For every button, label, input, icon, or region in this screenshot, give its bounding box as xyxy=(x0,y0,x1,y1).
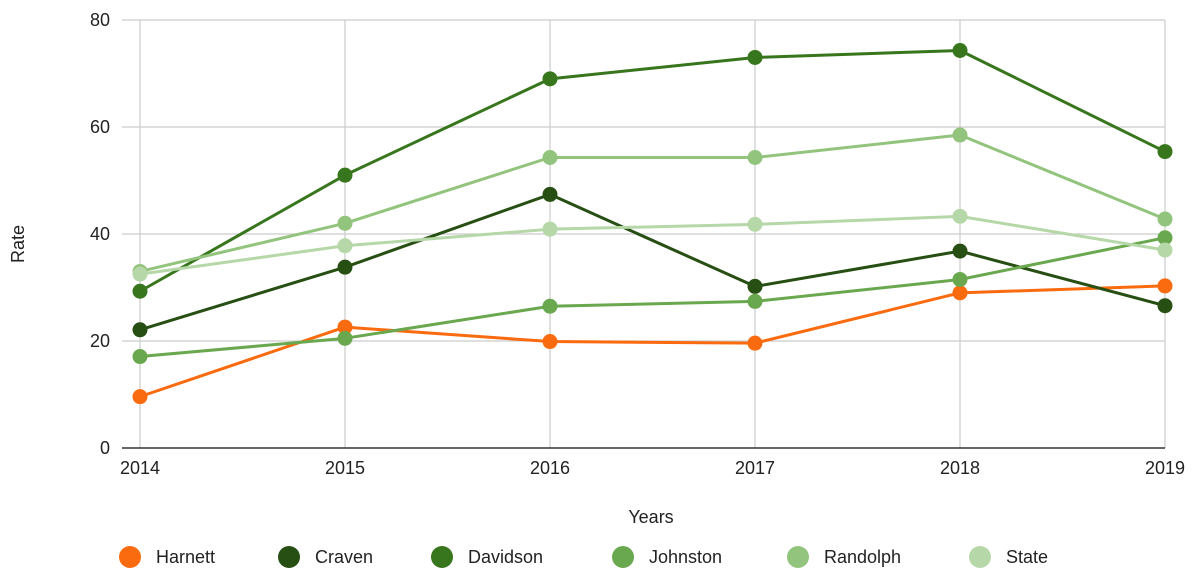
data-point-craven xyxy=(952,243,968,259)
series-line-craven xyxy=(138,192,1167,332)
data-point-randolph xyxy=(747,149,763,165)
x-tick-label: 2018 xyxy=(940,458,980,478)
y-axis-title: Rate xyxy=(8,225,28,263)
data-point-state xyxy=(952,208,968,224)
data-point-craven xyxy=(337,259,353,275)
data-point-state xyxy=(132,266,148,282)
legend-swatch xyxy=(787,546,809,568)
series-davidson xyxy=(132,42,1173,299)
data-point-johnston xyxy=(747,293,763,309)
legend-item-randolph: Randolph xyxy=(787,546,901,568)
data-point-davidson xyxy=(747,49,763,65)
legend-label: Harnett xyxy=(156,547,215,567)
legend-item-state: State xyxy=(969,546,1048,568)
legend-label: Johnston xyxy=(649,547,722,567)
series-harnett xyxy=(132,278,1173,405)
data-point-harnett xyxy=(952,285,968,301)
data-point-johnston xyxy=(1157,230,1173,246)
data-point-randolph xyxy=(952,127,968,143)
y-tick-label: 0 xyxy=(100,438,110,458)
data-point-davidson xyxy=(1157,144,1173,160)
data-point-state xyxy=(1157,242,1173,258)
y-tick-label: 60 xyxy=(90,117,110,137)
legend: Harnett Craven Davidson Johnston Randolph Sta… xyxy=(119,546,1048,568)
data-point-harnett xyxy=(1157,278,1173,294)
y-tick-label: 80 xyxy=(90,10,110,30)
data-point-randolph xyxy=(542,149,558,165)
data-point-randolph xyxy=(1157,211,1173,227)
legend-swatch xyxy=(431,546,453,568)
legend-swatch xyxy=(969,546,991,568)
data-point-davidson xyxy=(952,42,968,58)
data-point-johnston xyxy=(132,349,148,365)
legend-label: State xyxy=(1006,547,1048,567)
legend-item-johnston: Johnston xyxy=(612,546,722,568)
data-point-harnett xyxy=(132,389,148,405)
legend-item-harnett: Harnett xyxy=(119,546,215,568)
data-point-state xyxy=(747,216,763,232)
series-line-state xyxy=(138,214,1167,276)
legend-label: Randolph xyxy=(824,547,901,567)
x-tick-labels: 2014 2015 2016 2017 2018 2019 xyxy=(120,458,1185,478)
data-point-craven xyxy=(132,322,148,338)
data-point-johnston xyxy=(952,271,968,287)
data-point-state xyxy=(542,221,558,237)
legend-label: Davidson xyxy=(468,547,543,567)
grid-lines xyxy=(122,19,1166,448)
x-tick-label: 2016 xyxy=(530,458,570,478)
data-point-craven xyxy=(542,186,558,202)
y-tick-labels: 0 20 40 60 80 xyxy=(90,10,110,458)
data-point-harnett xyxy=(542,334,558,350)
x-tick-label: 2017 xyxy=(735,458,775,478)
legend-label: Craven xyxy=(315,547,373,567)
series-line-randolph xyxy=(138,133,1167,273)
x-tick-label: 2019 xyxy=(1145,458,1185,478)
data-point-harnett xyxy=(747,335,763,351)
x-tick-label: 2015 xyxy=(325,458,365,478)
data-point-craven xyxy=(747,278,763,294)
data-point-craven xyxy=(1157,298,1173,314)
data-point-johnston xyxy=(542,298,558,314)
legend-swatch xyxy=(278,546,300,568)
legend-item-craven: Craven xyxy=(278,546,373,568)
x-tick-label: 2014 xyxy=(120,458,160,478)
series-randolph xyxy=(132,127,1173,279)
data-point-johnston xyxy=(337,330,353,346)
data-point-davidson xyxy=(132,283,148,299)
data-point-harnett xyxy=(337,319,353,335)
y-tick-label: 40 xyxy=(90,224,110,244)
series-line-harnett xyxy=(138,284,1167,399)
series-group xyxy=(132,42,1173,405)
legend-swatch xyxy=(612,546,634,568)
legend-swatch xyxy=(119,546,141,568)
series-line-davidson xyxy=(138,48,1167,293)
y-tick-label: 20 xyxy=(90,331,110,351)
series-state xyxy=(132,208,1173,282)
x-axis-title: Years xyxy=(628,507,673,527)
series-craven xyxy=(132,186,1173,338)
series-line-johnston xyxy=(138,236,1167,359)
data-point-davidson xyxy=(542,71,558,87)
data-point-davidson xyxy=(337,167,353,183)
legend-item-davidson: Davidson xyxy=(431,546,543,568)
series-johnston xyxy=(132,230,1173,365)
data-point-randolph xyxy=(337,215,353,231)
data-point-state xyxy=(337,238,353,254)
